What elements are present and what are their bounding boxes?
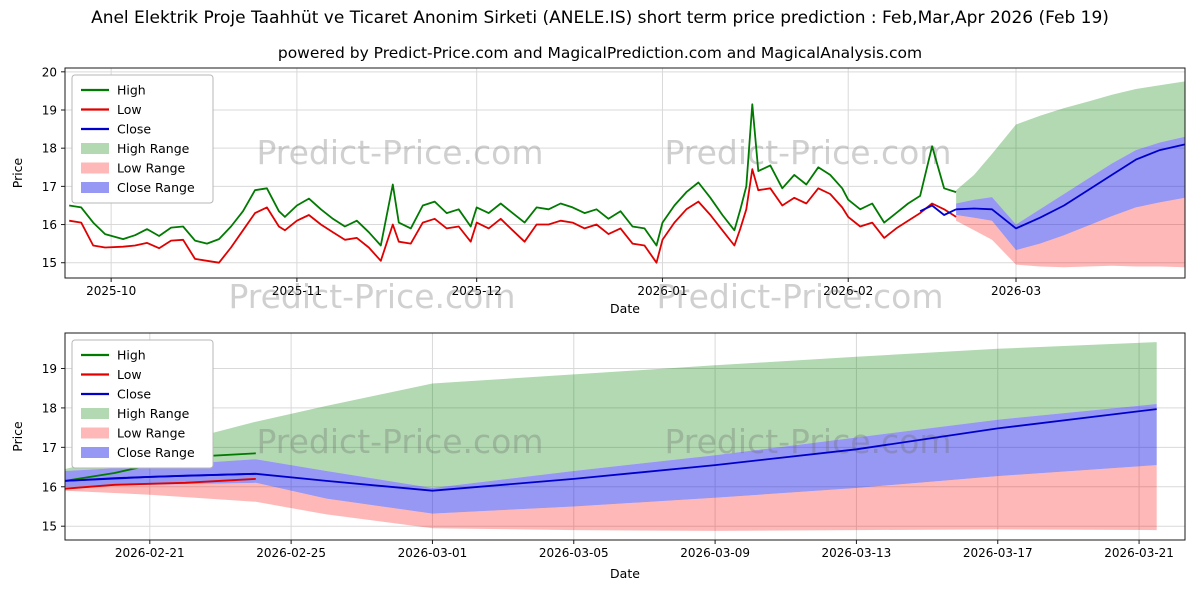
x-tick-label: 2026-03-17: [963, 546, 1033, 560]
legend-label: High Range: [117, 406, 190, 421]
y-tick-label: 17: [42, 180, 57, 194]
legend-label: Close Range: [117, 445, 195, 460]
watermark-text: Predict-Price.com: [228, 277, 515, 316]
legend-label: Close Range: [117, 180, 195, 195]
x-axis-label: Date: [610, 566, 640, 581]
x-tick-label: 2026-03: [991, 284, 1041, 298]
legend-item: Low: [81, 367, 142, 382]
legend-swatch-patch: [81, 143, 109, 154]
close-forecast-line: [64, 408, 1157, 492]
legend-swatch-patch: [81, 408, 109, 419]
y-tick-label: 20: [42, 65, 57, 79]
low-line: [69, 168, 957, 264]
figure-subtitle: powered by Predict-Price.com and Magical…: [277, 44, 923, 62]
legend-item: High: [81, 348, 146, 363]
watermark-text: Predict-Price.com: [256, 133, 543, 172]
y-tick-label: 19: [42, 104, 57, 118]
y-axis-label: Price: [10, 157, 25, 188]
x-tick-label: 2026-01: [637, 284, 687, 298]
legend-item: Close: [81, 387, 151, 402]
y-tick-label: 17: [42, 441, 57, 455]
legend-label: Close: [117, 387, 151, 402]
x-tick-label: 2025-12: [452, 284, 502, 298]
legend-box: [71, 74, 214, 204]
plot-border: [64, 67, 1186, 279]
x-tick-label: 2026-03-05: [539, 546, 609, 560]
legend-label: Low Range: [117, 426, 186, 441]
watermark-text: Predict-Price.com: [256, 422, 543, 461]
close-line: [919, 204, 957, 216]
legend-swatch-patch: [81, 447, 109, 458]
y-tick-label: 16: [42, 218, 57, 232]
low-range-band: [956, 197, 1185, 268]
close-range-band: [65, 404, 1157, 514]
y-tick-label: 18: [42, 142, 57, 156]
x-tick-label: 2026-02-21: [115, 546, 185, 560]
legend-item: Low Range: [81, 426, 186, 441]
watermark-text: Predict-Price.com: [664, 133, 951, 172]
legend-label: Close: [117, 122, 151, 137]
legend: High Low Close High Range Low Range Close Ran…: [71, 74, 214, 204]
close-forecast-line: [956, 143, 1186, 230]
forecast-detail-chart: Predict-Price.com Predict-Price.com151617…: [10, 332, 1186, 581]
legend-label: High: [117, 348, 146, 363]
x-tick-label: 2026-02: [823, 284, 873, 298]
y-tick-label: 16: [42, 480, 57, 494]
x-tick-label: 2026-03-13: [822, 546, 892, 560]
legend-item: High: [81, 83, 146, 98]
y-axis-label: Price: [10, 421, 25, 452]
x-tick-label: 2025-11: [272, 284, 322, 298]
watermark-text: Predict-Price.com: [656, 277, 943, 316]
x-tick-label: 2026-02-25: [256, 546, 326, 560]
x-tick-label: 2025-10: [86, 284, 136, 298]
legend-item: Close Range: [81, 180, 195, 195]
low-line: [64, 478, 256, 490]
legend-label: High: [117, 83, 146, 98]
legend-label: Low: [117, 367, 142, 382]
figure-title: Anel Elektrik Proje Taahhüt ve Ticaret A…: [91, 8, 1109, 28]
y-tick-label: 18: [42, 401, 57, 415]
legend-item: High Range: [81, 141, 190, 156]
x-axis-label: Date: [610, 301, 640, 316]
legend-swatch-patch: [81, 162, 109, 174]
y-tick-label: 19: [42, 362, 57, 376]
legend-item: Close: [81, 122, 151, 137]
legend-box: [71, 339, 214, 469]
legend-label: Low: [117, 102, 142, 117]
y-tick-label: 15: [42, 520, 57, 534]
high-range-band: [65, 342, 1157, 488]
low-range-band: [65, 465, 1157, 531]
x-tick-label: 2026-03-01: [398, 546, 468, 560]
y-tick-label: 15: [42, 256, 57, 270]
legend-item: Close Range: [81, 445, 195, 460]
x-tick-label: 2026-03-21: [1104, 546, 1174, 560]
legend: High Low Close High Range Low Range Close Ran…: [71, 339, 214, 469]
legend-label: Low Range: [117, 161, 186, 176]
legend-swatch-patch: [81, 427, 109, 439]
legend-item: High Range: [81, 406, 190, 421]
high-line: [69, 103, 957, 247]
legend-item: Low: [81, 102, 142, 117]
x-tick-label: 2026-03-09: [680, 546, 750, 560]
legend-swatch-patch: [81, 182, 109, 193]
legend-label: High Range: [117, 141, 190, 156]
plot-border: [64, 332, 1186, 541]
price-history-chart: Predict-Price.com Predict-Price.com 15 16 17…: [10, 65, 1186, 316]
legend-item: Low Range: [81, 161, 186, 176]
high-range-band: [956, 81, 1185, 225]
